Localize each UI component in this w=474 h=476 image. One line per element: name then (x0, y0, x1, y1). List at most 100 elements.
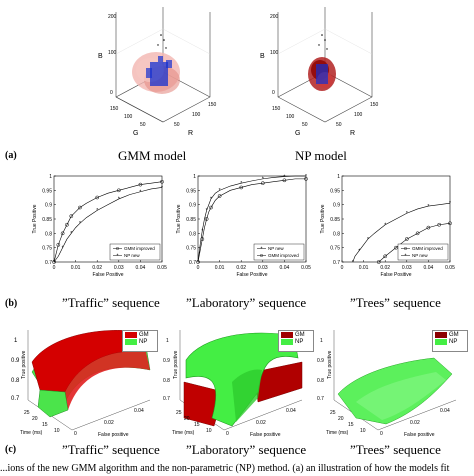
svg-text:50: 50 (336, 122, 342, 128)
y-tick-label: 0.8 (45, 231, 52, 237)
x-tick-label: 0.05 (301, 265, 311, 271)
data-point (138, 182, 143, 187)
data-point (69, 214, 74, 218)
gm-swatch (125, 332, 137, 338)
svg-text:0.02: 0.02 (410, 420, 420, 426)
x-tick-label: 0.04 (136, 265, 146, 271)
svg-text:1: 1 (14, 338, 18, 344)
y-tick-label: 0.95 (186, 188, 196, 194)
data-point (95, 195, 100, 200)
data-point (260, 181, 265, 186)
svg-text:150: 150 (370, 102, 379, 108)
svg-text:100: 100 (108, 50, 117, 56)
svg-text:100: 100 (354, 112, 363, 118)
caption-traffic-b: ”Traffic” sequence (62, 295, 160, 310)
series-line (352, 202, 451, 263)
data-point (196, 260, 200, 264)
x-tick-label: 0.05 (157, 265, 167, 271)
data-point: * (161, 185, 163, 191)
row-c-label: (c) (5, 444, 17, 455)
x-tick-label: 0.02 (92, 265, 102, 271)
data-point (376, 260, 381, 264)
data-point (78, 205, 82, 210)
y-tick-label: 0.9 (333, 203, 340, 209)
surface-laboratory: 1 0.9 0.8 0.7 True positive 25 20 15 10 Tim… (163, 330, 303, 438)
data-point (60, 231, 65, 236)
y-tick-label: 0.7 (333, 260, 340, 266)
data-point (282, 178, 287, 183)
data-point (383, 254, 388, 259)
y-tick-label: 0.8 (189, 231, 196, 237)
svg-text:B: B (260, 53, 265, 60)
svg-text:1: 1 (320, 338, 323, 344)
data-point: * (449, 201, 451, 207)
svg-text:0.04: 0.04 (440, 408, 450, 414)
row-a-label: (a) (5, 150, 17, 161)
svg-text:1: 1 (166, 338, 169, 344)
x-tick-label: 0 (197, 265, 200, 271)
data-point (404, 237, 409, 241)
svg-text:0.7: 0.7 (163, 396, 170, 402)
caption-gmm-model: GMM model (118, 148, 187, 163)
y-tick-label: 0.9 (189, 203, 196, 209)
svg-text:150: 150 (272, 106, 281, 112)
legend-marker (403, 246, 407, 250)
svg-text:False positive: False positive (98, 432, 129, 438)
y-tick-label: 0.95 (330, 188, 340, 194)
data-point: * (367, 237, 369, 243)
data-point (56, 242, 61, 247)
svg-text:0.7: 0.7 (317, 396, 324, 402)
data-point: * (406, 211, 408, 217)
svg-text:True positive: True positive (173, 350, 179, 379)
roc-chart-traffic: 0.7 0.75 0.8 0.85 0.9 0.95 1 0 0.01 0.02 0.03 0.04 0… (32, 174, 167, 278)
y-tick-label: 0.85 (42, 217, 52, 223)
x-axis-label: False Positive (92, 272, 123, 278)
y-tick-label: 0.75 (186, 246, 196, 252)
caption-laboratory-b: ”Laboratory” sequence (186, 295, 307, 310)
data-point: * (358, 248, 360, 254)
legend-label: NP new (268, 246, 284, 251)
svg-text:Time (ms): Time (ms) (326, 430, 349, 436)
svg-text:150: 150 (208, 102, 217, 108)
svg-text:150: 150 (110, 106, 119, 112)
data-point: * (79, 221, 81, 227)
series-line (378, 223, 451, 263)
figure-footer-text: ...ions of the new GMM algorithm and the… (0, 463, 450, 474)
svg-text:0: 0 (272, 90, 275, 96)
svg-text:0.8: 0.8 (11, 378, 20, 384)
data-point (160, 179, 164, 184)
y-tick-label: 1 (337, 174, 340, 180)
legend-label: GMM improved (268, 253, 299, 258)
data-point (65, 222, 69, 227)
data-point (394, 245, 398, 250)
svg-text:0.8: 0.8 (163, 378, 170, 384)
data-point (209, 205, 213, 210)
legend-laboratory-c: GM NP (278, 330, 314, 352)
data-point: * (201, 228, 203, 234)
data-point: * (139, 190, 141, 196)
legend-marker (259, 253, 263, 257)
y-tick-label: 1 (193, 174, 196, 180)
svg-text:50: 50 (174, 122, 180, 128)
y-tick-label: 1 (49, 174, 52, 180)
y-axis-label: True Positive (320, 204, 326, 233)
axis-r-label: R (188, 130, 193, 137)
svg-text:0.7: 0.7 (11, 396, 20, 402)
svg-text:25: 25 (24, 410, 30, 416)
x-tick-label: 0 (341, 265, 344, 271)
data-point (239, 185, 244, 190)
data-point: * (352, 260, 354, 266)
svg-text:0.02: 0.02 (104, 420, 114, 426)
data-point: * (219, 188, 221, 194)
data-point (426, 225, 431, 230)
y-tick-label: 0.75 (330, 246, 340, 252)
caption-np-model: NP model (295, 148, 347, 163)
svg-text:50: 50 (140, 122, 146, 128)
caption-trees-b: ”Trees” sequence (350, 295, 441, 310)
y-tick-label: 0.7 (45, 260, 52, 266)
data-point (437, 222, 442, 227)
x-tick-label: 0.04 (424, 265, 434, 271)
svg-text:15: 15 (42, 422, 48, 428)
svg-text:50: 50 (302, 122, 308, 128)
data-point (448, 221, 452, 226)
